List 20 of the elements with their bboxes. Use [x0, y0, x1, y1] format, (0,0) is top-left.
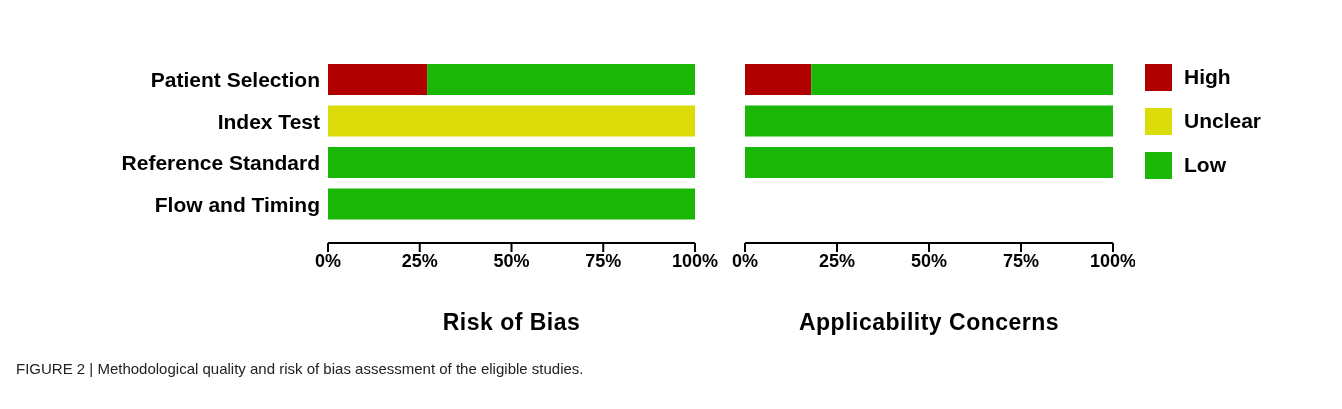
x-tick-label: 100%	[1089, 250, 1137, 271]
legend-label: Low	[1184, 153, 1226, 177]
x-tick-label: 75%	[585, 250, 622, 271]
x-tick-label: 50%	[493, 250, 530, 271]
x-tick-label: 0%	[731, 250, 759, 271]
y-tick-label: Patient Selection	[150, 68, 320, 92]
x-tick-label: 25%	[401, 250, 438, 271]
legend-label: Unclear	[1184, 109, 1262, 133]
x-tick-label: 25%	[818, 250, 856, 271]
x-tick-label: 75%	[1002, 250, 1040, 271]
x-tick-label: 50%	[910, 250, 948, 271]
caption: FIGURE 2 | Methodological quality and risk of bias assessment of the eligible studies.	[16, 360, 585, 377]
x-axis-title: Applicability Concerns	[797, 309, 1061, 336]
y-tick-label: Index Test	[217, 109, 320, 133]
y-tick-label: Flow and Timing	[154, 192, 320, 216]
y-tick-label: Reference Standard	[121, 151, 320, 175]
x-axis-title: Risk of Bias	[441, 309, 582, 336]
x-tick-label: 100%	[671, 250, 719, 271]
legend-label: High	[1184, 65, 1231, 89]
x-tick-label: 0%	[314, 250, 342, 271]
